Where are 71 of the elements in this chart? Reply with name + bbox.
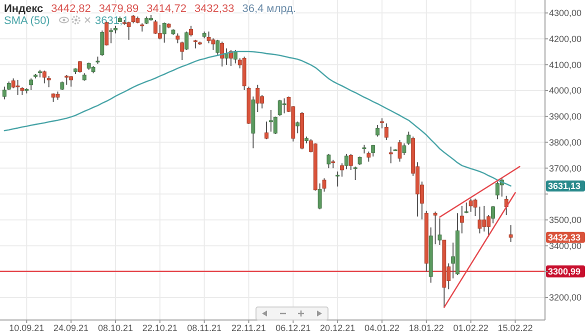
y-tick-label: 4100,00 bbox=[549, 60, 582, 70]
candlestick bbox=[380, 118, 384, 129]
candlestick bbox=[406, 131, 411, 146]
candlestick bbox=[348, 153, 353, 170]
x-tick-label: 22.10.21 bbox=[142, 323, 178, 333]
candlestick bbox=[78, 60, 82, 74]
candlestick bbox=[340, 162, 344, 178]
x-tick-label: 06.12.21 bbox=[276, 323, 311, 333]
ref-line-label: 3300,99 bbox=[548, 266, 581, 277]
candlestick bbox=[326, 153, 331, 169]
candlestick bbox=[282, 98, 286, 114]
y-tick-label: 4000,00 bbox=[549, 86, 582, 96]
y-tick-label: 3400,00 bbox=[549, 240, 582, 251]
x-tick-label: 10.09.21 bbox=[9, 323, 44, 333]
y-tick-label: 3200,00 bbox=[549, 292, 582, 303]
y-tick-label: 3800,00 bbox=[549, 137, 582, 148]
candlestick bbox=[366, 151, 371, 162]
candlestick bbox=[100, 30, 104, 56]
candlestick bbox=[491, 205, 495, 224]
candlestick bbox=[46, 76, 51, 88]
x-tick-label: 24.09.21 bbox=[54, 323, 89, 333]
candlestick bbox=[216, 39, 220, 56]
candlestick bbox=[64, 74, 69, 86]
y-tick-label: 4300,00 bbox=[549, 8, 582, 18]
candlestick bbox=[384, 122, 388, 140]
candlestick bbox=[296, 121, 300, 134]
x-tick-label: 20.12.21 bbox=[320, 323, 356, 333]
candlestick bbox=[158, 24, 162, 40]
x-tick-label: 08.11.21 bbox=[187, 323, 222, 333]
annotation: 3479,89 bbox=[98, 3, 139, 15]
text: SMA (50) bbox=[4, 15, 50, 27]
candlestick bbox=[402, 142, 406, 156]
candlestick bbox=[264, 121, 268, 140]
candlestick bbox=[336, 171, 340, 188]
candlestick bbox=[162, 22, 166, 44]
candlestick bbox=[376, 124, 380, 138]
y-tick-label: 3500,00 bbox=[549, 215, 582, 226]
candlestick bbox=[189, 25, 193, 37]
candlestick bbox=[344, 153, 348, 170]
chart-title: Индекс bbox=[4, 3, 44, 15]
x-tick-label: 04.01.22 bbox=[364, 323, 400, 333]
candlestick bbox=[184, 31, 189, 50]
candlestick bbox=[508, 224, 513, 242]
y-tick-label: 3700,00 bbox=[549, 163, 582, 174]
candlestick bbox=[16, 79, 20, 96]
candlestick bbox=[2, 86, 6, 100]
candlestick bbox=[176, 32, 180, 44]
x-tick-label: 22.11.21 bbox=[232, 323, 266, 333]
candlestick bbox=[29, 78, 34, 91]
text: 3432,33 bbox=[548, 232, 581, 243]
candlestick bbox=[460, 205, 464, 234]
x-tick-label: 01.02.22 bbox=[453, 323, 488, 333]
y-tick-label: 3900,00 bbox=[549, 112, 582, 122]
x-tick-label: 15.02.22 bbox=[498, 323, 533, 333]
annotation: 3442,82 bbox=[51, 3, 91, 15]
candlestick bbox=[273, 116, 278, 134]
candlestick bbox=[42, 70, 46, 84]
annotation: 36,4 млрд. bbox=[242, 3, 296, 15]
text: 3631,13 bbox=[548, 181, 581, 192]
candlestick bbox=[398, 139, 402, 162]
annotation: 3432,33 bbox=[194, 3, 234, 15]
x-tick-label: 18.01.22 bbox=[408, 323, 444, 333]
x-tick-label: 08.10.21 bbox=[98, 323, 134, 333]
candlestick bbox=[433, 211, 438, 245]
candlestick bbox=[180, 41, 184, 61]
candlestick bbox=[233, 49, 238, 64]
candlestick bbox=[256, 84, 260, 113]
candlestick bbox=[353, 166, 358, 181]
annotation: 3414,72 bbox=[146, 3, 186, 15]
y-tick-label: 4200,00 bbox=[549, 34, 582, 44]
candlestick bbox=[220, 41, 224, 67]
